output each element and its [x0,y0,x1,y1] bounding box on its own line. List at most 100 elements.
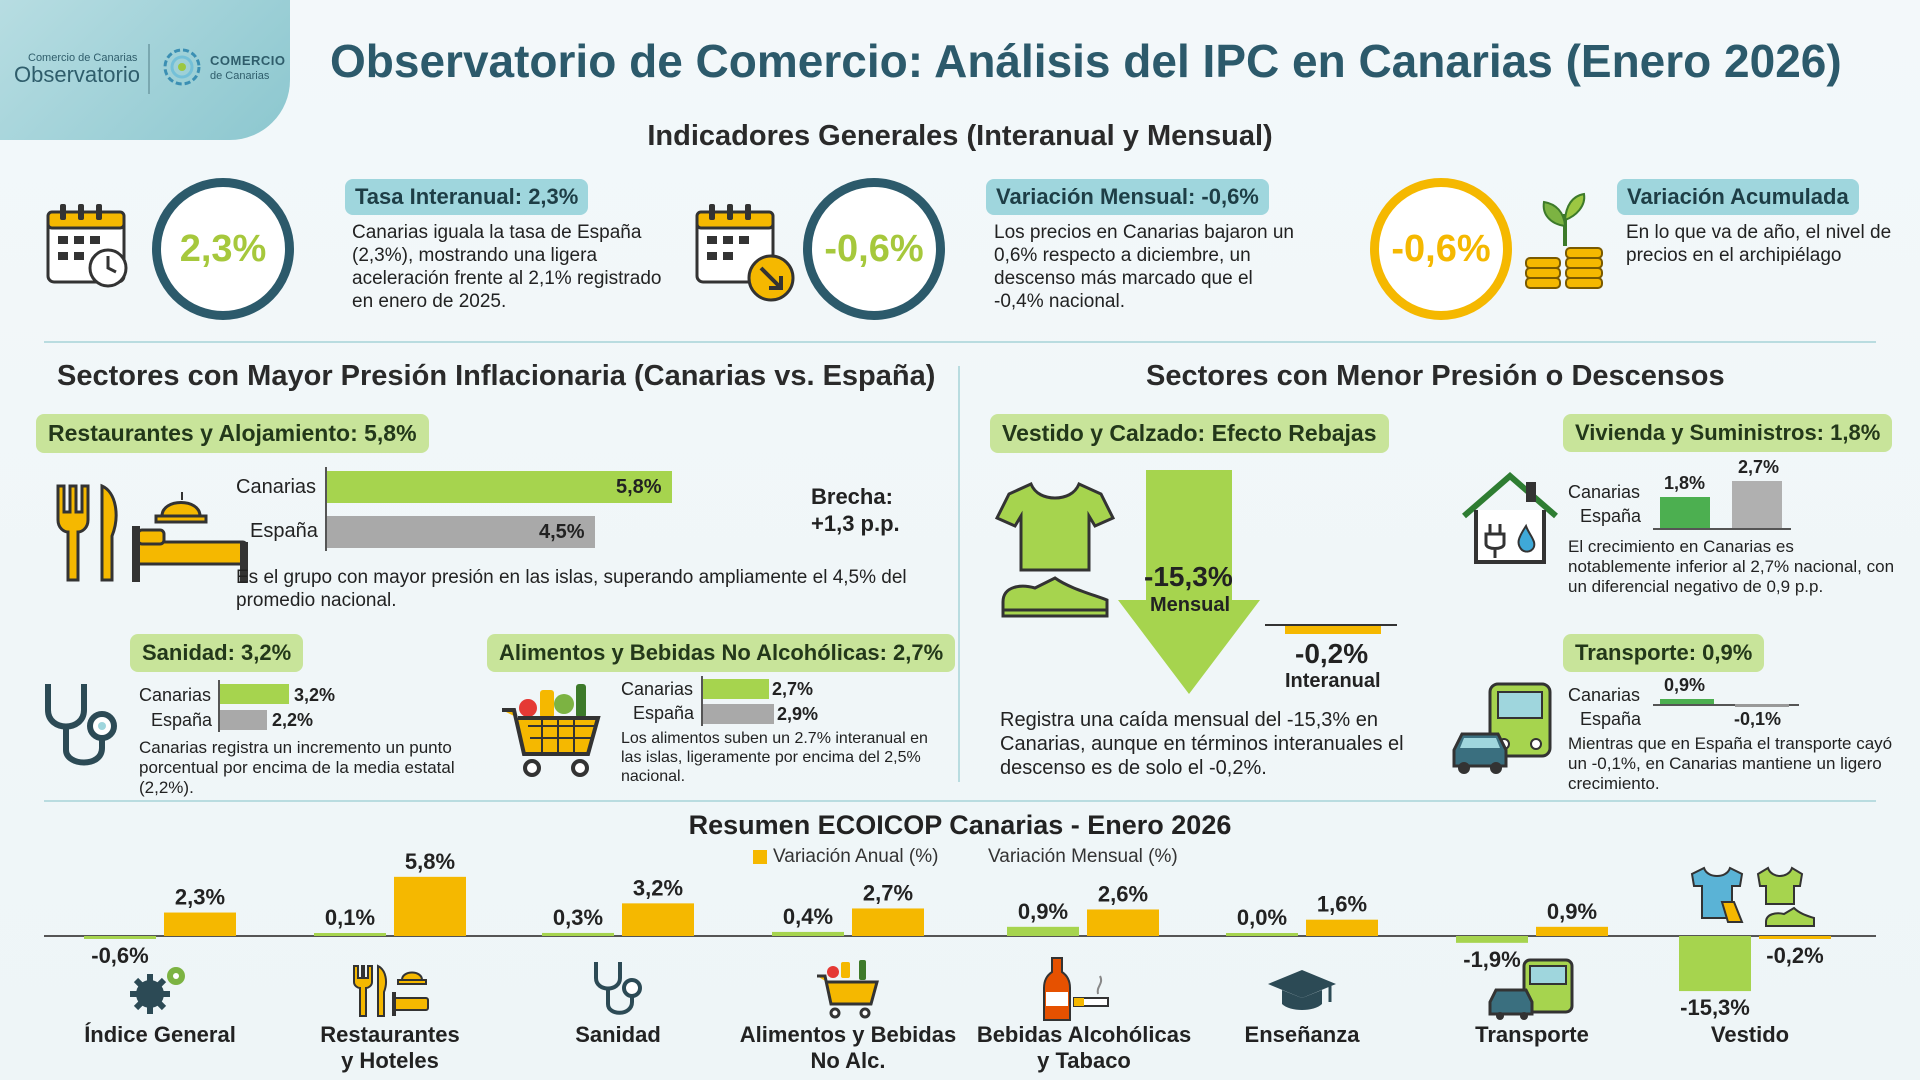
calendar-down-icon [695,204,795,302]
category-label-transporte: Transporte [1442,1022,1622,1048]
transport-chip: Transporte: 0,9% [1563,634,1765,672]
category-label-restaurantes: Restaurantes y Hoteles [300,1022,480,1074]
bar-annual-0 [164,912,236,936]
clothing-description: Registra una caída mensual del -15,3% en… [1000,709,1404,779]
restaurants-label-espana: España [250,520,318,542]
monthly-rate-description: Los precios en Canarias bajaron un 0,6% … [994,222,1294,312]
clothing-annual-value: -0,2% [1295,638,1369,669]
shopping-cart-icon [502,684,601,777]
label-annual-1: 5,8% [405,850,455,874]
clothing-annual-baseline [1265,624,1397,626]
restaurants-gap-label: Brecha: [811,484,893,509]
category-label-indice-general: Índice General [70,1022,250,1048]
health-axis [218,680,220,732]
bottle-cigarette-icon [1043,957,1109,1021]
logo-observatorio-text: Observatorio [14,62,140,87]
health-bar-canarias [220,684,289,704]
restaurants-axis [325,467,327,551]
housing-label-espana: España [1580,506,1642,526]
annual-rate-ring: 2,3% [152,178,294,320]
bar-annual-5 [1306,919,1378,936]
accumulated-rate-chip: Variación Acumulada [1617,179,1859,215]
comercio-logo-icon [163,48,201,86]
bar-annual-1 [394,876,466,936]
health-value-espana: 2,2% [272,710,314,730]
legend-annual-swatch [753,850,767,864]
category-line: y Tabaco [1037,1048,1131,1073]
food-bar-canarias [703,679,769,699]
restaurants-value-canarias: 5,8% [616,476,662,498]
legend-annual-label: Variación Anual (%) [773,846,939,867]
calendar-clock-icon [46,204,128,288]
tshirt-shoe-icon [995,481,1115,618]
high-pressure-title: Sectores con Mayor Presión Inflacionaria… [57,360,936,392]
restaurants-value-espana: 4,5% [539,521,585,543]
category-line: Restaurantes [320,1022,460,1047]
label-monthly-3: 0,4% [783,904,833,929]
food-value-espana: 2,9% [777,704,819,724]
bar-annual-7 [1759,936,1831,939]
restaurants-description: Es el grupo con mayor presión en las isl… [236,567,907,611]
health-description: Canarias registra un incremento un punto… [139,738,455,797]
accumulated-rate-ring: -0,6% [1370,178,1512,320]
housing-description: El crecimiento en Canarias es notablemen… [1568,537,1895,596]
logo-banner [0,0,290,140]
transport-value-canarias: 0,9% [1664,674,1706,695]
category-line: Vestido [1710,1022,1790,1047]
car-bus-small-icon [1488,958,1574,1020]
transport-bar-canarias [1660,698,1714,704]
gears-icon [130,967,185,1014]
coins-plant-icon [1525,192,1603,289]
stethoscope-small-icon [594,962,642,1015]
category-line: Transporte [1475,1022,1589,1047]
logo-brand-top: COMERCIO [210,53,286,68]
low-pressure-title: Sectores con Menor Presión o Descensos [1146,360,1725,392]
clothing-annual-label: Interanual [1285,670,1381,692]
housing-chip: Vivienda y Suministros: 1,8% [1563,414,1893,452]
logo-divider [148,44,150,94]
monthly-rate-ring: -0,6% [803,178,945,320]
annual-rate-description: Canarias iguala la tasa de España (2,3%)… [352,222,662,312]
housing-value-espana: 2,7% [1738,456,1780,477]
bar-monthly-7 [1679,936,1751,992]
food-axis [701,676,703,726]
legend-annual: Variación Anual (%) [753,846,938,868]
legend-monthly-label: Variación Mensual (%) [988,846,1178,867]
monthly-rate-chip: Variación Mensual: -0,6% [986,179,1269,215]
label-monthly-2: 0,3% [553,905,603,930]
label-monthly-6: -1,9% [1463,947,1520,972]
chart-title: Resumen ECOICOP Canarias - Enero 2026 [688,810,1232,840]
category-label-ensenanza: Enseñanza [1212,1022,1392,1048]
clothing-monthly-label: Mensual [1150,594,1231,616]
transport-label-espana: España [1580,709,1642,729]
restaurant-bed-icon [56,483,248,582]
health-value-canarias: 3,2% [294,685,336,705]
transport-value-espana: -0,1% [1734,709,1782,729]
label-monthly-0: -0,6% [91,943,148,968]
bar-annual-2 [622,903,694,936]
bar-monthly-3 [772,931,844,936]
down-arrow-shape [1118,470,1260,694]
health-label-espana: España [151,710,213,730]
housing-baseline [1653,528,1791,530]
label-annual-0: 2,3% [175,885,225,910]
annual-rate-chip: Tasa Interanual: 2,3% [345,179,589,215]
restaurants-bar-espana [327,516,595,548]
label-annual-4: 2,6% [1098,881,1148,906]
logo-brand-bottom: de Canarias [210,70,270,82]
housing-bar-espana [1732,480,1782,528]
house-utilities-icon [1462,472,1558,564]
food-description: Los alimentos suben un 2.7% interanual e… [621,730,928,785]
label-monthly-4: 0,9% [1018,899,1068,924]
annual-rate-value: 2,3% [179,227,267,270]
food-value-canarias: 2,7% [772,679,814,699]
category-line: y Hoteles [341,1048,439,1073]
transport-description: Mientras que en España el transporte cay… [1568,734,1893,793]
accumulated-rate-description: En lo que va de año, el nivel de precios… [1626,222,1892,266]
category-line: Bebidas Alcohólicas [976,1022,1192,1047]
health-bar-espana [220,710,267,730]
food-chip: Alimentos y Bebidas No Alcohólicas: 2,7% [487,634,956,672]
category-label-sanidad: Sanidad [528,1022,708,1048]
graduation-cap-icon [1268,970,1336,1010]
restaurants-bar-canarias [327,471,672,503]
